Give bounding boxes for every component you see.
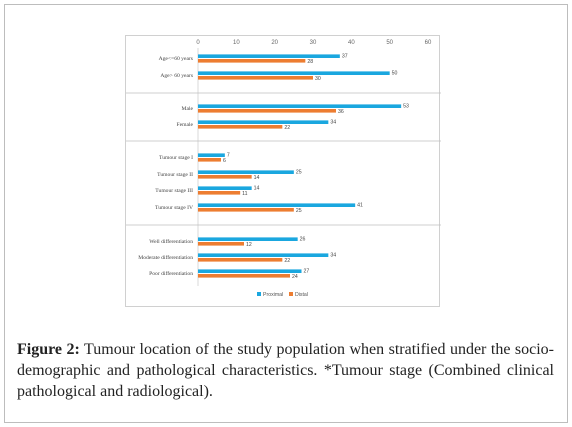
data-label-proximal: 53 xyxy=(403,103,409,109)
x-tick-label: 60 xyxy=(425,40,432,46)
bar-proximal xyxy=(198,54,340,58)
data-label-distal: 12 xyxy=(246,242,252,248)
bar-proximal xyxy=(198,253,329,257)
bar-distal xyxy=(198,175,252,179)
data-label-proximal: 26 xyxy=(300,236,306,242)
x-tick-label: 40 xyxy=(348,40,355,46)
legend-swatch-distal xyxy=(289,292,293,296)
data-label-distal: 25 xyxy=(296,208,302,214)
data-label-proximal: 27 xyxy=(304,268,310,274)
bar-distal xyxy=(198,59,306,63)
bar-proximal xyxy=(198,186,252,190)
data-label-proximal: 25 xyxy=(296,169,302,175)
legend-swatch-proximal xyxy=(257,292,261,296)
data-label-distal: 22 xyxy=(284,258,290,264)
category-label: Tumour stage IV xyxy=(155,205,193,211)
data-label-distal: 6 xyxy=(223,158,226,164)
category-label: Poor differentiation xyxy=(149,270,193,277)
bar-proximal xyxy=(198,153,225,157)
category-label: Female xyxy=(177,122,194,128)
bar-chart: 0 10 20 30 40 50 60 Age<=60 years 37 28 Age> 60 ye… xyxy=(126,40,441,298)
data-label-distal: 11 xyxy=(242,191,247,197)
data-label-proximal: 14 xyxy=(254,185,260,191)
bar-distal xyxy=(198,109,336,113)
data-label-proximal: 7 xyxy=(227,152,230,158)
category-label: Tumour stage I xyxy=(159,155,193,161)
bar-proximal xyxy=(198,104,402,108)
bar-distal xyxy=(198,258,283,262)
bar-distal xyxy=(198,76,313,80)
x-tick-label: 20 xyxy=(271,40,278,46)
bar-proximal xyxy=(198,269,302,273)
bar-distal xyxy=(198,125,283,129)
data-label-proximal: 34 xyxy=(330,119,336,125)
bar-proximal xyxy=(198,237,298,241)
bar-proximal xyxy=(198,203,356,207)
data-label-distal: 28 xyxy=(307,59,313,65)
category-label: Age<=60 years xyxy=(159,56,193,62)
bar-proximal xyxy=(198,170,294,174)
data-label-distal: 14 xyxy=(254,175,260,181)
category-label: Male xyxy=(182,106,194,112)
data-label-distal: 22 xyxy=(284,125,290,131)
caption-text: Tumour location of the study population … xyxy=(17,341,554,400)
legend-label-proximal: Proximal xyxy=(263,292,283,298)
bar-distal xyxy=(198,242,244,246)
bar-distal xyxy=(198,158,221,162)
chart-panel: 0 10 20 30 40 50 60 Age<=60 years 37 28 Age> 60 ye… xyxy=(125,35,441,307)
category-label: Tumour stage III xyxy=(155,188,193,194)
x-tick-label: 0 xyxy=(196,40,200,46)
category-label: Tumour stage II xyxy=(157,172,193,178)
figure-frame xyxy=(4,4,568,423)
data-label-proximal: 34 xyxy=(330,252,336,258)
bar-distal xyxy=(198,208,294,212)
data-label-distal: 30 xyxy=(315,76,321,82)
bar-distal xyxy=(198,191,241,195)
data-label-proximal: 37 xyxy=(342,53,348,59)
legend-label-distal: Distal xyxy=(295,292,308,298)
bar-proximal xyxy=(198,71,390,75)
bar-proximal xyxy=(198,120,329,124)
x-tick-label: 10 xyxy=(233,40,240,46)
bar-distal xyxy=(198,274,290,278)
category-label: Age> 60 years xyxy=(160,73,193,79)
data-label-proximal: 50 xyxy=(392,70,398,76)
x-tick-label: 50 xyxy=(386,40,393,46)
data-label-distal: 36 xyxy=(338,109,344,115)
category-label: Moderate differentiation xyxy=(138,254,193,261)
caption-label: Figure 2: xyxy=(17,341,80,358)
category-label: Well differentiation xyxy=(149,238,193,245)
x-tick-label: 30 xyxy=(310,40,317,46)
data-label-distal: 24 xyxy=(292,274,298,280)
figure-caption: Figure 2: Tumour location of the study p… xyxy=(17,339,554,402)
data-label-proximal: 41 xyxy=(357,202,363,208)
